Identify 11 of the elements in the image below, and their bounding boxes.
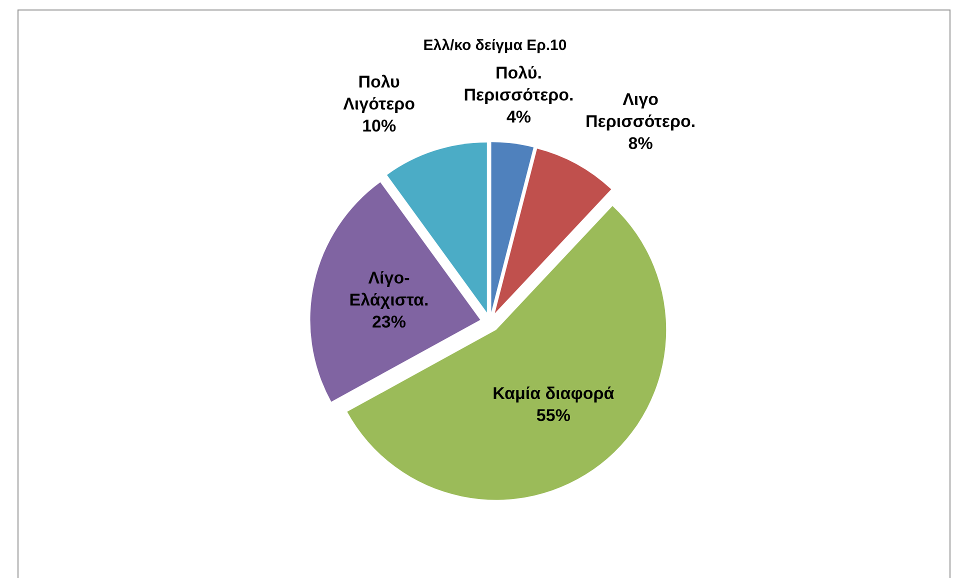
data-label: 23%	[372, 312, 406, 332]
slice-label: Καμία διαφορά	[492, 384, 615, 403]
data-label: 8%	[628, 134, 653, 153]
slice-label: Λιγο Περισσότερο.	[586, 90, 696, 131]
data-label: 4%	[506, 107, 532, 126]
data-label: 55%	[536, 406, 570, 425]
slice-label: Πολύ. Περισσότερο.	[464, 63, 574, 104]
slice-label: Λίγο-Ελάχιστα.	[349, 268, 429, 310]
chart-title: Ελλ/κο δείγμα Ερ.10	[423, 37, 567, 54]
data-label: 10%	[362, 116, 396, 136]
slice-label: Πολυ Λιγότερο	[343, 72, 416, 114]
